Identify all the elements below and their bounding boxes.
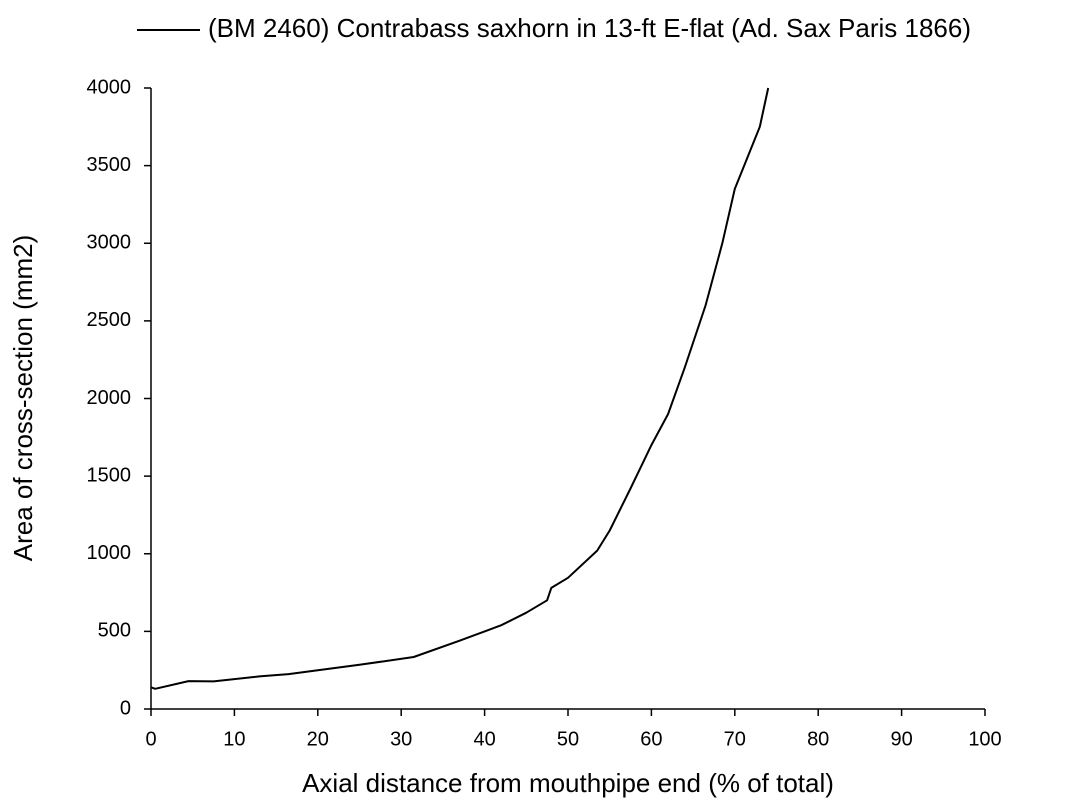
x-tick-label: 50 (557, 728, 579, 750)
x-tick-label: 30 (390, 728, 412, 750)
x-axis-title: Axial distance from mouthpipe end (% of … (302, 768, 834, 798)
x-tick-label: 60 (640, 728, 662, 750)
y-axis-title: Area of cross-section (mm2) (8, 235, 38, 562)
y-tick-label: 1000 (87, 542, 132, 564)
y-tick-label: 2000 (87, 387, 132, 409)
y-tick-label: 3500 (87, 154, 132, 176)
x-tick-label: 10 (223, 728, 245, 750)
x-tick-label: 20 (307, 728, 329, 750)
y-tick-label: 4000 (87, 76, 132, 98)
x-tick-label: 40 (473, 728, 495, 750)
y-tick-label: 1500 (87, 464, 132, 486)
y-tick-label: 0 (120, 697, 131, 719)
y-tick-label: 2500 (87, 309, 132, 331)
y-tick-label: 3000 (87, 232, 132, 254)
x-tick-label: 80 (807, 728, 829, 750)
data-line (150, 87, 770, 690)
x-tick-label: 70 (724, 728, 746, 750)
x-tick-label: 100 (968, 728, 1001, 750)
x-tick-label: 90 (890, 728, 912, 750)
y-tick-label: 500 (98, 620, 131, 642)
x-tick-label: 0 (145, 728, 156, 750)
legend-text: (BM 2460) Contrabass saxhorn in 13-ft E-… (208, 13, 971, 43)
